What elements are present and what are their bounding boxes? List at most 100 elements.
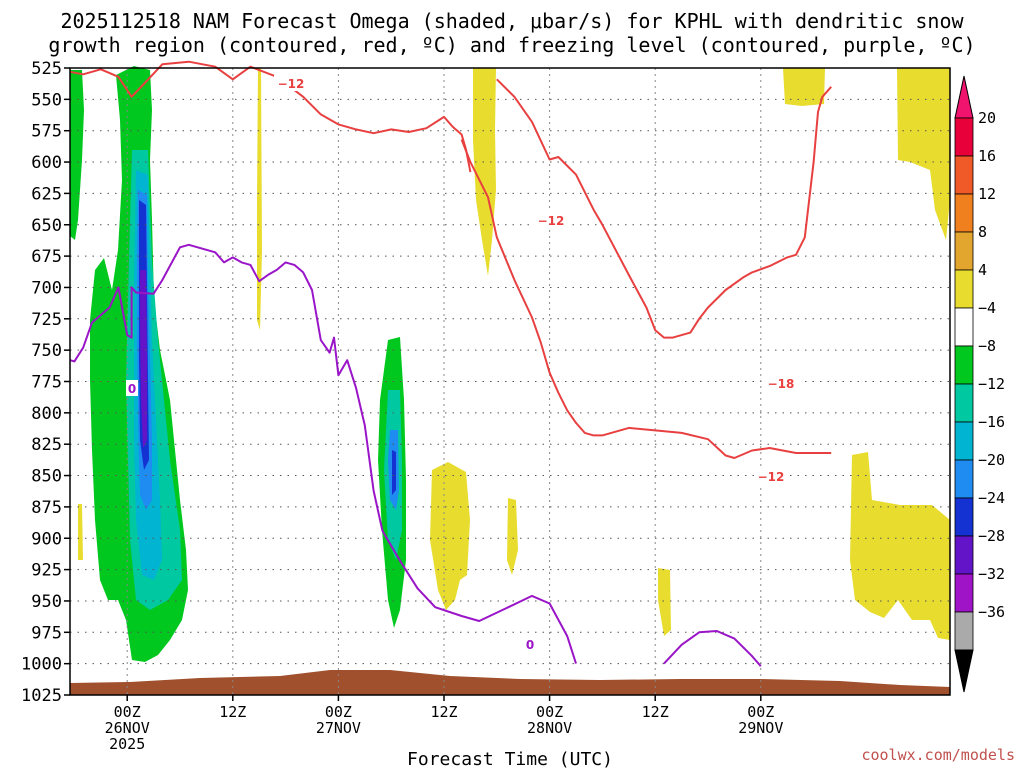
colorbar-label-11: −24 [978,489,1005,507]
omega-region-navy-mid [392,450,396,495]
chart-title-line1: 2025112518 NAM Forecast Omega (shaded, μ… [60,9,964,33]
credit-text: coolwx.com/models [861,746,1015,764]
y-tick-label-650: 650 [31,216,62,236]
x-tick-label-60-1: 12Z [642,703,669,721]
x-tick-label-48-1: 00Z [536,703,563,721]
colorbar-swatch-2 [954,155,974,195]
colorbar-swatch-10 [954,459,974,499]
y-tick-label-1025: 1025 [21,686,62,706]
y-tick-label-750: 750 [31,341,62,361]
y-axis: 525 550 575 600 625 650 675 700 725 750 775 800 825 8… [21,59,70,706]
colorbar-swatch-8 [954,383,974,423]
colorbar-label-9: −16 [978,413,1005,431]
y-tick-label-700: 700 [31,278,62,298]
y-tick-label-575: 575 [31,122,62,142]
colorbar-swatch-5 [954,269,974,309]
colorbar-label-4: 8 [978,223,987,241]
y-tick-label-600: 600 [31,153,62,173]
y-tick-label-525: 525 [31,59,62,79]
contour-label-bg-2 [534,212,568,228]
y-tick-label-925: 925 [31,561,62,581]
contour-label-neg12-mid: −12 [538,214,565,228]
colorbar-label-6: −4 [978,299,996,317]
contour-line-3 [496,78,832,339]
contour-label-neg12-low: −12 [758,470,785,484]
omega-region-yellow-3 [783,68,825,106]
y-tick-label-675: 675 [31,247,62,267]
y-tick-label-725: 725 [31,310,62,330]
omega-region-yellow-9 [78,504,83,560]
x-tick-label-24-2: 27NOV [316,719,361,737]
omega-region-yellow-7 [658,568,671,636]
omega-shading [70,66,950,662]
colorbar-label-12: −28 [978,527,1005,545]
colorbar-swatch-13 [954,573,974,613]
y-tick-label-975: 975 [31,623,62,643]
plot-area: −12 −12 −18 −12 0 0 [69,60,951,696]
x-axis-label: Forecast Time (UTC) [407,749,613,768]
colorbar-label-10: −20 [978,451,1005,469]
colorbar-label-13: −32 [978,565,1005,583]
colorbar-swatch-9 [954,421,974,461]
x-tick-label-0-2: 26NOV [105,719,150,737]
omega-region-yellow-6 [507,498,518,575]
colorbar-top-arrow [954,75,974,119]
x-tick-label-48-2: 28NOV [527,719,572,737]
colorbar-swatch-12 [954,535,974,575]
colorbar-label-2: 16 [978,147,996,165]
contour-label-zero-left: 0 [128,382,136,396]
y-tick-label-1000: 1000 [21,655,62,675]
contour-line-4 [69,243,577,664]
omega-region-yellow-4 [897,68,950,240]
colorbar: 20 16 12 8 4 −4 −8 −12 −16 −20 −24 −28 −32 −36 [954,75,1005,693]
contour-label-neg12-top: −12 [278,77,305,91]
y-tick-label-550: 550 [31,90,62,110]
contour-line-1 [69,60,472,173]
y-tick-label-950: 950 [31,592,62,612]
colorbar-swatch-3 [954,193,974,233]
contour-labels: −12 −12 −18 −12 0 0 [126,75,799,652]
x-tick-label-72-2: 29NOV [738,719,783,737]
colorbar-swatch-14 [954,611,974,651]
contour-line-2 [460,139,832,459]
terrain-surface [70,670,950,695]
y-tick-label-875: 875 [31,498,62,518]
contour-label-bg-3 [763,375,799,391]
x-tick-label-24-1: 00Z [325,703,352,721]
colorbar-swatch-4 [954,231,974,271]
x-tick-label-72-1: 00Z [747,703,774,721]
contour-line-5 [663,630,762,667]
colorbar-label-1: 20 [978,109,996,127]
colorbar-label-5: 4 [978,261,987,279]
contour-label-zero-right: 0 [526,638,534,652]
colorbar-swatch-1 [954,117,974,157]
colorbar-swatch-7 [954,345,974,385]
contour-label-bg-6 [524,636,536,652]
omega-region-yellow-8 [850,452,950,640]
colorbar-label-14: −36 [978,603,1005,621]
x-tick-label-12-1: 12Z [219,703,246,721]
contour-label-neg18: −18 [768,377,795,391]
plot-background [70,68,950,695]
colorbar-bottom-arrow [954,649,974,693]
y-tick-label-775: 775 [31,373,62,393]
x-tick-label-0-3: 2025 [109,735,145,753]
y-tick-label-825: 825 [31,435,62,455]
colorbar-swatch-6 [954,307,974,347]
x-tick-label-0-1: 00Z [114,703,141,721]
contour-lines [69,60,832,667]
omega-region-purple-left [140,270,147,448]
x-tick-label-36-1: 12Z [430,703,457,721]
colorbar-label-3: 12 [978,185,996,203]
y-tick-label-800: 800 [31,404,62,424]
y-tick-label-625: 625 [31,184,62,204]
colorbar-swatch-11 [954,497,974,537]
contour-label-bg-5 [126,380,138,396]
y-tick-label-850: 850 [31,467,62,487]
colorbar-label-7: −8 [978,337,996,355]
y-tick-label-900: 900 [31,529,62,549]
contour-label-bg-1 [274,75,308,91]
colorbar-label-8: −12 [978,375,1005,393]
